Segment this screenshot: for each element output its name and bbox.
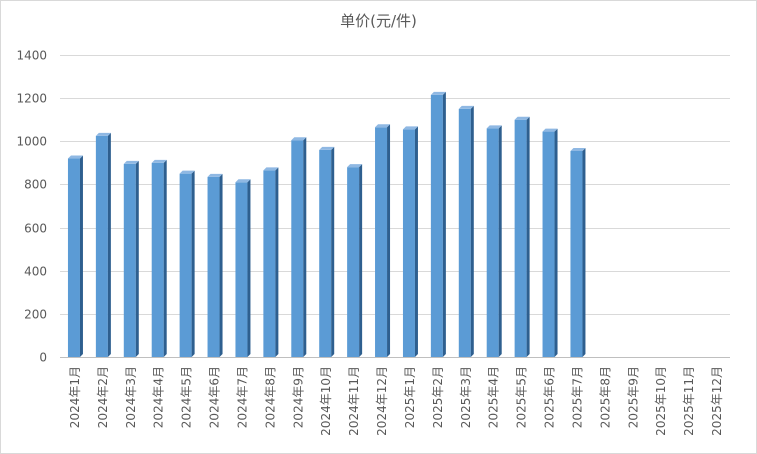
bar-side xyxy=(414,126,418,358)
bar-top xyxy=(375,124,391,128)
bar-top xyxy=(151,159,167,163)
x-tick-label: 2025年8月 xyxy=(598,366,612,428)
bar-side xyxy=(191,170,195,357)
bar xyxy=(207,176,220,357)
bar-side xyxy=(442,91,446,358)
y-tick-label: 600 xyxy=(24,222,47,236)
bar-top xyxy=(291,137,307,141)
bar-top xyxy=(235,179,251,183)
bar xyxy=(542,131,555,357)
bar xyxy=(430,94,443,358)
bar-side xyxy=(219,173,223,357)
bar xyxy=(458,108,471,357)
y-tick-label: 1400 xyxy=(16,49,47,63)
bar-top xyxy=(486,125,502,129)
bar-top xyxy=(347,164,363,168)
bar xyxy=(291,140,304,357)
bar-side xyxy=(526,116,530,357)
bar-side xyxy=(470,105,474,357)
x-tick-label: 2024年10月 xyxy=(319,366,333,436)
bar-side xyxy=(331,146,335,357)
y-tick-label: 0 xyxy=(39,351,47,365)
x-tick-label: 2025年5月 xyxy=(515,366,529,428)
bar xyxy=(263,170,276,357)
bar xyxy=(486,128,499,357)
bar-top xyxy=(207,173,223,177)
bar-side xyxy=(163,159,167,357)
x-tick-label: 2025年10月 xyxy=(654,366,668,436)
x-tick-label: 2024年11月 xyxy=(347,366,361,436)
x-tick-label: 2025年6月 xyxy=(543,366,557,428)
bar xyxy=(514,119,527,357)
bar-side xyxy=(554,128,558,357)
bar xyxy=(235,182,248,357)
bar-side xyxy=(79,155,83,357)
y-tick-label: 1200 xyxy=(16,92,47,106)
bar-top xyxy=(458,105,474,109)
bar-side xyxy=(387,124,391,357)
bar xyxy=(123,163,136,357)
bar-top xyxy=(179,170,195,174)
y-tick-label: 200 xyxy=(24,308,47,322)
bar-top xyxy=(570,147,586,151)
bar-top xyxy=(95,132,111,136)
bar-side xyxy=(135,160,139,357)
bar-top xyxy=(402,126,418,130)
x-tick-label: 2024年3月 xyxy=(124,366,138,428)
x-tick-label: 2024年7月 xyxy=(235,366,249,428)
x-tick-label: 2024年2月 xyxy=(96,366,110,428)
x-tick-label: 2024年1月 xyxy=(68,366,82,428)
y-tick-label: 1000 xyxy=(16,135,47,149)
bar-side xyxy=(275,167,279,357)
bar-side xyxy=(247,179,251,357)
y-tick-label: 400 xyxy=(24,265,47,279)
bar xyxy=(179,173,192,357)
bar-top xyxy=(263,167,279,171)
x-tick-label: 2025年3月 xyxy=(459,366,473,428)
x-tick-label: 2025年11月 xyxy=(682,366,696,436)
bar xyxy=(402,129,415,357)
bar xyxy=(151,162,164,357)
bar-top xyxy=(430,91,446,95)
bar-side xyxy=(303,137,307,357)
chart-title: 单价(元/件) xyxy=(340,12,417,30)
bar xyxy=(347,167,360,357)
x-tick-label: 2024年5月 xyxy=(180,366,194,428)
x-tick-label: 2024年4月 xyxy=(152,366,166,428)
x-tick-label: 2024年6月 xyxy=(208,366,222,428)
x-tick-label: 2024年12月 xyxy=(375,366,389,436)
bar xyxy=(570,150,583,357)
x-tick-label: 2024年8月 xyxy=(263,366,277,428)
bar xyxy=(319,149,332,357)
x-tick-label: 2025年1月 xyxy=(403,366,417,428)
x-tick-label: 2025年7月 xyxy=(570,366,584,428)
bar-top xyxy=(319,146,335,150)
bar-top xyxy=(542,128,558,132)
bar-top xyxy=(514,116,530,120)
x-tick-label: 2025年9月 xyxy=(626,366,640,428)
bar-side xyxy=(498,125,502,357)
bar xyxy=(95,135,108,357)
y-tick-label: 800 xyxy=(24,178,47,192)
bar-side xyxy=(359,164,363,357)
bar xyxy=(67,158,80,357)
bar-side xyxy=(107,132,111,357)
x-tick-label: 2024年9月 xyxy=(291,366,305,428)
x-tick-label: 2025年12月 xyxy=(710,366,724,436)
bar xyxy=(375,127,388,357)
bar-top xyxy=(67,155,83,159)
x-tick-label: 2025年2月 xyxy=(431,366,445,428)
x-tick-label: 2025年4月 xyxy=(487,366,501,428)
bar-side xyxy=(582,147,586,357)
bar-top xyxy=(123,160,139,164)
